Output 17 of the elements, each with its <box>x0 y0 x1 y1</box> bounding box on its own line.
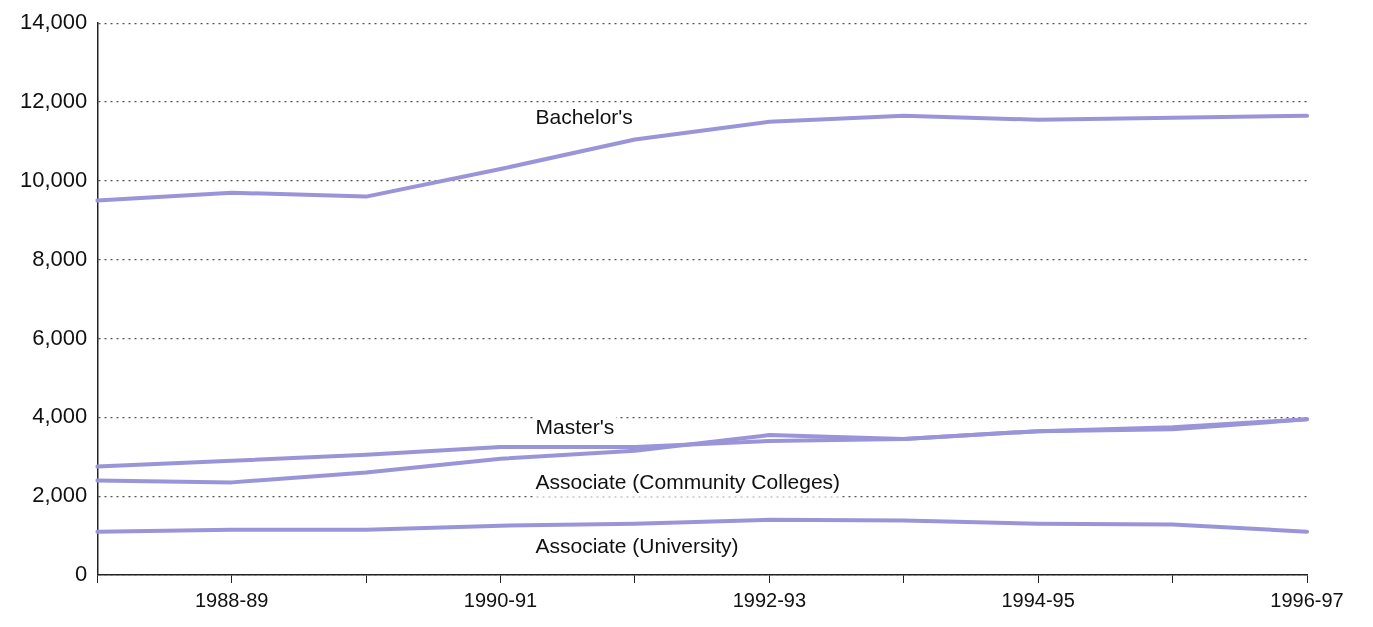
x-tick-label: 1990-91 <box>463 588 538 611</box>
y-tick-label: 10,000 <box>19 166 88 192</box>
y-tick-label: 4,000 <box>32 403 88 429</box>
y-tick-label: 14,000 <box>19 9 88 35</box>
x-tick-label: 1992-93 <box>732 588 807 611</box>
y-tick-label: 0 <box>75 561 88 587</box>
x-tick-label: 1996-97 <box>1270 588 1344 611</box>
series-label: Bachelor's <box>535 104 633 128</box>
series-label: Master's <box>535 415 615 439</box>
series-label: Associate (University) <box>535 534 739 558</box>
x-tick-label: 1994-95 <box>1001 588 1075 611</box>
y-tick-label: 12,000 <box>19 88 88 114</box>
x-tick-label: 1988-89 <box>195 588 269 611</box>
y-tick-label: 2,000 <box>32 482 88 508</box>
y-tick-label: 8,000 <box>32 245 88 271</box>
series-label: Associate (Community Colleges) <box>535 470 841 494</box>
y-tick-label: 6,000 <box>32 324 88 350</box>
